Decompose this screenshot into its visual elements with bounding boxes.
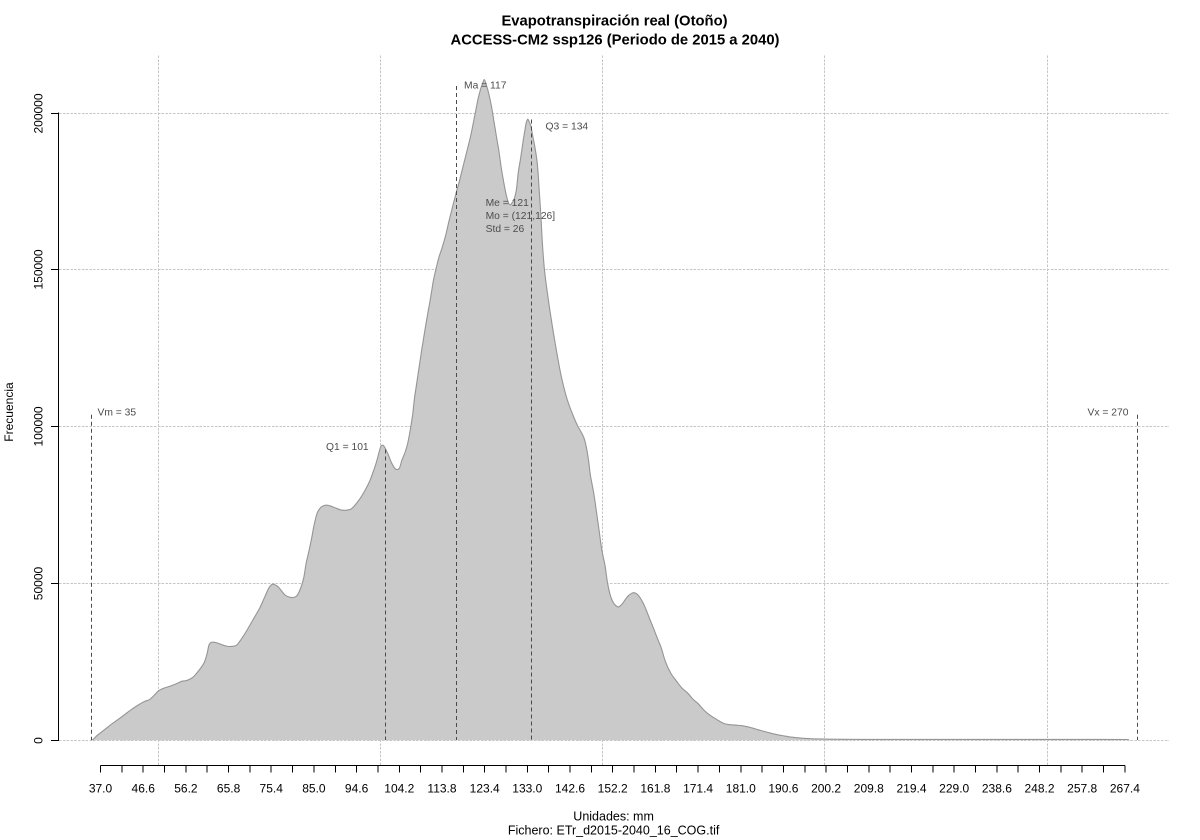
svg-text:142.6: 142.6: [555, 781, 585, 795]
svg-text:100000: 100000: [32, 406, 46, 446]
svg-text:104.2: 104.2: [384, 781, 414, 795]
svg-text:248.2: 248.2: [1024, 781, 1054, 795]
svg-text:Q1 = 101: Q1 = 101: [326, 442, 369, 453]
svg-text:200.2: 200.2: [811, 781, 841, 795]
svg-text:219.4: 219.4: [896, 781, 926, 795]
svg-text:190.6: 190.6: [768, 781, 798, 795]
svg-text:ACCESS-CM2 ssp126 (Periodo de: ACCESS-CM2 ssp126 (Periodo de 2015 a 204…: [451, 32, 780, 48]
svg-text:257.8: 257.8: [1067, 781, 1097, 795]
svg-text:161.8: 161.8: [640, 781, 670, 795]
svg-text:238.6: 238.6: [982, 781, 1012, 795]
svg-text:Unidades: mm: Unidades: mm: [573, 810, 654, 824]
svg-text:Me = 121: Me = 121: [486, 198, 529, 209]
svg-text:181.0: 181.0: [726, 781, 756, 795]
svg-text:56.2: 56.2: [174, 781, 198, 795]
svg-text:Frecuencia: Frecuencia: [2, 382, 16, 442]
svg-text:209.8: 209.8: [854, 781, 884, 795]
svg-text:37.0: 37.0: [89, 781, 113, 795]
svg-text:Mo = (121,126]: Mo = (121,126]: [486, 211, 556, 222]
svg-text:Fichero: ETr_d2015-2040_16_COG: Fichero: ETr_d2015-2040_16_COG.tif: [508, 824, 720, 838]
svg-text:Q3 = 134: Q3 = 134: [546, 122, 589, 133]
svg-text:267.4: 267.4: [1110, 781, 1140, 795]
svg-text:229.0: 229.0: [939, 781, 969, 795]
svg-text:152.2: 152.2: [598, 781, 628, 795]
svg-text:94.6: 94.6: [345, 781, 369, 795]
svg-text:Vx = 270: Vx = 270: [1088, 408, 1129, 419]
svg-text:113.8: 113.8: [427, 781, 456, 795]
svg-text:65.8: 65.8: [217, 781, 241, 795]
svg-text:0: 0: [32, 737, 46, 744]
svg-text:46.6: 46.6: [132, 781, 156, 795]
svg-text:85.0: 85.0: [302, 781, 326, 795]
svg-text:133.0: 133.0: [512, 781, 542, 795]
svg-text:Ma = 117: Ma = 117: [464, 80, 507, 91]
svg-text:75.4: 75.4: [260, 781, 284, 795]
svg-text:Std = 26: Std = 26: [486, 224, 525, 235]
svg-text:200000: 200000: [32, 93, 46, 133]
svg-text:Evapotranspiración real (Otoño: Evapotranspiración real (Otoño): [501, 14, 727, 30]
svg-text:171.4: 171.4: [683, 781, 713, 795]
svg-text:150000: 150000: [32, 249, 46, 289]
svg-text:50000: 50000: [32, 566, 46, 600]
svg-text:123.4: 123.4: [470, 781, 500, 795]
svg-text:Vm = 35: Vm = 35: [98, 407, 137, 418]
